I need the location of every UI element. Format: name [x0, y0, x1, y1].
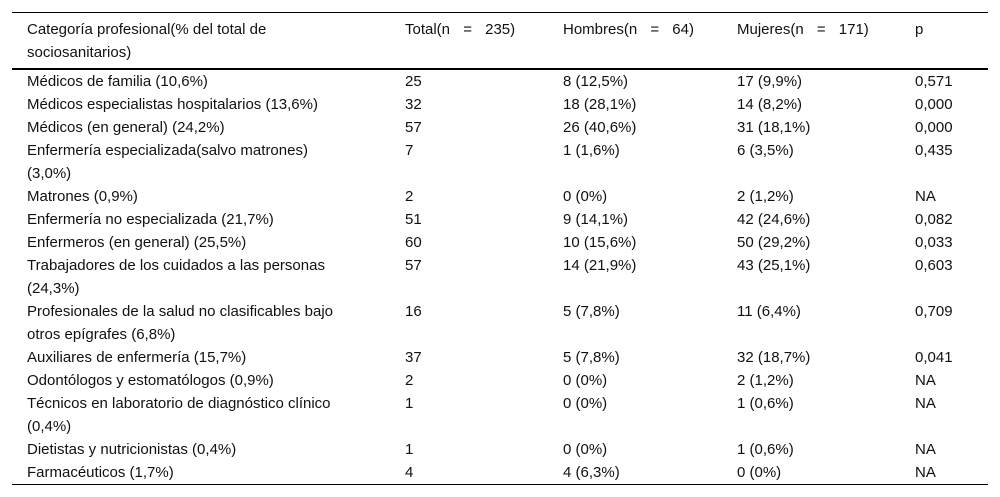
table-row: Enfermeros (en general) (25,5%) 60 10 (15,… [12, 231, 988, 254]
table-row: Enfermería especializada(salvo matrones)… [12, 139, 988, 185]
table-row: Médicos de familia (10,6%) 25 8 (12,5%) 17 … [12, 69, 988, 93]
cell-p: 0,709 [915, 303, 953, 320]
cell-mujeres: 0 (0%) [737, 464, 782, 481]
cell-category: Técnicos en laboratorio de diagnóstico c… [27, 395, 331, 435]
cell-category: Trabajadores de los cuidados a las perso… [27, 257, 325, 297]
cell-mujeres: 50 (29,2%) [737, 234, 811, 251]
cell-p: NA [915, 188, 936, 205]
table-row: Médicos (en general) (24,2%) 57 26 (40,6%)… [12, 116, 988, 139]
cell-mujeres: 1 (0,6%) [737, 395, 794, 412]
table-row: Dietistas y nutricionistas (0,4%) 1 0 (0%)… [12, 438, 988, 461]
cell-hombres: 5 (7,8%) [563, 349, 620, 366]
cell-total: 60 [405, 234, 422, 251]
header-row: Categoría profesional(% del total de soci… [12, 13, 988, 70]
col-header-mujeres: Mujeres(n = 171) [737, 21, 869, 38]
table-row: Odontólogos y estomatólogos (0,9%) 2 0 (0%… [12, 369, 988, 392]
cell-total: 37 [405, 349, 422, 366]
col-header-hombres: Hombres(n = 64) [563, 21, 694, 38]
cell-mujeres: 14 (8,2%) [737, 96, 803, 113]
cell-total: 2 [405, 372, 414, 389]
table-row: Trabajadores de los cuidados a las perso… [12, 254, 988, 300]
cell-hombres: 10 (15,6%) [563, 234, 637, 251]
cell-hombres: 1 (1,6%) [563, 142, 620, 159]
cell-hombres: 26 (40,6%) [563, 119, 637, 136]
cell-p: 0,033 [915, 234, 953, 251]
cell-p: 0,000 [915, 96, 953, 113]
cell-hombres: 8 (12,5%) [563, 73, 629, 90]
cell-mujeres: 31 (18,1%) [737, 119, 811, 136]
cell-p: 0,041 [915, 349, 953, 366]
col-header-p: p [915, 21, 924, 38]
cell-p: NA [915, 441, 936, 458]
table-row: Matrones (0,9%) 2 0 (0%) 2 (1,2%) NA [12, 185, 988, 208]
cell-category: Enfermería no especializada (21,7%) [27, 211, 274, 228]
cell-category: Médicos (en general) (24,2%) [27, 119, 225, 136]
cell-p: NA [915, 464, 936, 481]
cell-p: 0,571 [915, 73, 953, 90]
cell-mujeres: 32 (18,7%) [737, 349, 811, 366]
cell-hombres: 5 (7,8%) [563, 303, 620, 320]
stats-table: Categoría profesional(% del total de soci… [12, 12, 988, 485]
cell-p: 0,435 [915, 142, 953, 159]
cell-total: 25 [405, 73, 422, 90]
cell-category: Médicos de familia (10,6%) [27, 73, 208, 90]
cell-total: 2 [405, 188, 414, 205]
cell-p: 0,082 [915, 211, 953, 228]
cell-total: 16 [405, 303, 422, 320]
col-header-categoria-line1: Categoría profesional(% del total de [27, 21, 267, 38]
cell-hombres: 4 (6,3%) [563, 464, 620, 481]
cell-hombres: 0 (0%) [563, 441, 608, 458]
cell-category: Profesionales de la salud no clasificabl… [27, 303, 334, 343]
cell-hombres: 0 (0%) [563, 372, 608, 389]
cell-hombres: 0 (0%) [563, 188, 608, 205]
cell-mujeres: 2 (1,2%) [737, 372, 794, 389]
cell-hombres: 9 (14,1%) [563, 211, 629, 228]
cell-total: 4 [405, 464, 414, 481]
cell-category: Enfermería especializada(salvo matrones)… [27, 142, 308, 182]
cell-hombres: 14 (21,9%) [563, 257, 637, 274]
table-row: Farmacéuticos (1,7%) 4 4 (6,3%) 0 (0%) NA [12, 461, 988, 485]
cell-category: Matrones (0,9%) [27, 188, 138, 205]
table-row: Profesionales de la salud no clasificabl… [12, 300, 988, 346]
cell-p: NA [915, 372, 936, 389]
cell-category: Médicos especialistas hospitalarios (13,… [27, 96, 318, 113]
cell-total: 57 [405, 257, 422, 274]
cell-total: 51 [405, 211, 422, 228]
col-header-total: Total(n = 235) [405, 21, 516, 38]
table-row: Médicos especialistas hospitalarios (13,… [12, 93, 988, 116]
cell-total: 1 [405, 395, 414, 412]
cell-mujeres: 17 (9,9%) [737, 73, 803, 90]
col-header-categoria: Categoría profesional(% del total de soci… [12, 13, 405, 70]
cell-hombres: 18 (28,1%) [563, 96, 637, 113]
cell-category: Farmacéuticos (1,7%) [27, 464, 174, 481]
cell-mujeres: 43 (25,1%) [737, 257, 811, 274]
cell-mujeres: 6 (3,5%) [737, 142, 794, 159]
cell-total: 1 [405, 441, 414, 458]
cell-category: Odontólogos y estomatólogos (0,9%) [27, 372, 274, 389]
cell-mujeres: 1 (0,6%) [737, 441, 794, 458]
cell-p: NA [915, 395, 936, 412]
cell-category: Auxiliares de enfermería (15,7%) [27, 349, 247, 366]
col-header-categoria-line2: sociosanitarios) [27, 44, 132, 61]
cell-hombres: 0 (0%) [563, 395, 608, 412]
cell-mujeres: 2 (1,2%) [737, 188, 794, 205]
table-row: Técnicos en laboratorio de diagnóstico c… [12, 392, 988, 438]
cell-mujeres: 42 (24,6%) [737, 211, 811, 228]
table-row: Enfermería no especializada (21,7%) 51 9 (… [12, 208, 988, 231]
cell-p: 0,603 [915, 257, 953, 274]
cell-p: 0,000 [915, 119, 953, 136]
cell-category: Enfermeros (en general) (25,5%) [27, 234, 247, 251]
table-row: Auxiliares de enfermería (15,7%) 37 5 (7,8… [12, 346, 988, 369]
cell-total: 7 [405, 142, 414, 159]
cell-total: 32 [405, 96, 422, 113]
cell-category: Dietistas y nutricionistas (0,4%) [27, 441, 237, 458]
cell-total: 57 [405, 119, 422, 136]
cell-mujeres: 11 (6,4%) [737, 303, 801, 320]
